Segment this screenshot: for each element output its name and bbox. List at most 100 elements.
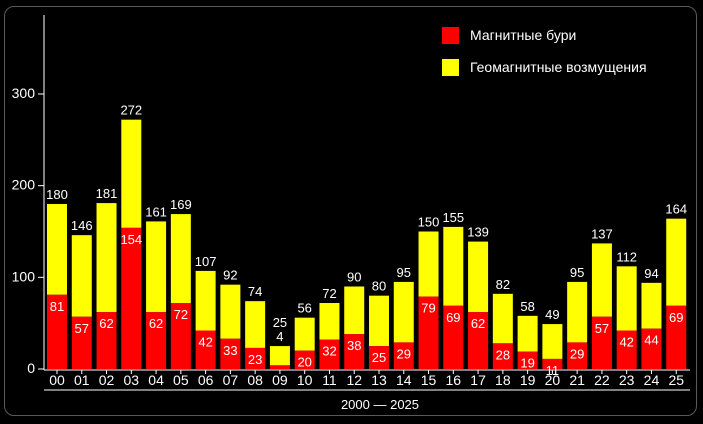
- storms-value-label: 44: [644, 333, 658, 348]
- x-tick-label: 20: [545, 372, 561, 388]
- total-label: 150: [418, 215, 440, 230]
- x-tick-label: 18: [495, 372, 511, 388]
- total-label: 74: [248, 284, 262, 299]
- bar-disturbances: [641, 282, 662, 329]
- legend-label: Геомагнитные возмущения: [470, 59, 647, 75]
- bar-disturbances: [567, 281, 588, 343]
- bar-storms: [443, 305, 464, 369]
- bar-disturbances: [146, 221, 167, 313]
- total-label: 181: [96, 186, 118, 201]
- bar-disturbances: [121, 119, 142, 228]
- bar-disturbances: [492, 293, 513, 344]
- storms-value-label: 38: [347, 338, 361, 353]
- bar-disturbances: [443, 226, 464, 306]
- x-tick-label: 04: [148, 372, 164, 388]
- bar-storms: [567, 342, 588, 369]
- bar-storms: [294, 350, 315, 369]
- bar-disturbances: [96, 203, 117, 313]
- bar-storms: [418, 296, 439, 369]
- x-tick-label: 08: [247, 372, 263, 388]
- x-tick-label: 03: [124, 372, 140, 388]
- storms-value-label: 81: [50, 299, 64, 314]
- y-tick-label: 300: [12, 85, 36, 101]
- y-tick-label: 200: [12, 177, 36, 193]
- bar-disturbances: [468, 241, 489, 313]
- bar-storms: [245, 347, 266, 369]
- y-tick-label: 100: [12, 268, 36, 284]
- storms-value-label: 4: [276, 329, 283, 344]
- storms-value-label: 29: [397, 346, 411, 361]
- total-label: 164: [665, 202, 687, 217]
- bar-storms: [344, 334, 365, 369]
- bar-disturbances: [269, 346, 290, 366]
- bar-disturbances: [245, 301, 266, 348]
- storms-value-label: 62: [149, 316, 163, 331]
- storms-value-label: 72: [174, 307, 188, 322]
- x-tick-label: 21: [569, 372, 585, 388]
- bar-disturbances: [220, 284, 241, 339]
- bar-disturbances: [517, 315, 538, 352]
- bar-storms: [542, 358, 563, 369]
- legend: Магнитные бури Геомагнитные возмущения: [442, 27, 647, 76]
- bars-area: 1808114657181622721541616216972107429233…: [46, 103, 687, 378]
- total-label: 146: [71, 218, 93, 233]
- bar-disturbances: [542, 324, 563, 359]
- x-tick-label: 11: [322, 372, 337, 388]
- bar-disturbances: [591, 243, 612, 317]
- bar-disturbances: [393, 281, 414, 343]
- x-tick-label: 23: [619, 372, 635, 388]
- x-tick-label: 13: [371, 372, 387, 388]
- bar-storms: [47, 294, 67, 369]
- x-tick-label: 12: [346, 372, 362, 388]
- total-label: 112: [616, 249, 637, 264]
- total-label: 155: [442, 210, 464, 225]
- storms-value-label: 69: [446, 310, 460, 325]
- x-tick-label: 24: [644, 372, 660, 388]
- total-label: 90: [347, 270, 361, 285]
- x-axis-title: 2000 — 2025: [341, 397, 419, 412]
- bar-storms: [641, 328, 662, 369]
- total-label: 80: [372, 279, 386, 294]
- storms-value-label: 28: [496, 347, 510, 362]
- bar-storms: [195, 330, 216, 369]
- x-tick-label: 19: [520, 372, 536, 388]
- x-tick-label: 22: [594, 372, 610, 388]
- total-label: 137: [591, 226, 613, 241]
- total-label: 180: [46, 187, 68, 202]
- bar-storms: [146, 312, 167, 369]
- total-label: 95: [397, 265, 411, 280]
- bar-storms: [468, 312, 489, 369]
- total-label: 161: [145, 204, 167, 219]
- total-label: 272: [120, 103, 142, 118]
- storms-value-label: 62: [471, 316, 485, 331]
- bar-disturbances: [616, 266, 637, 331]
- x-tick-label: 14: [396, 372, 412, 388]
- bar-disturbances: [195, 270, 216, 331]
- storms-value-label: 29: [570, 346, 584, 361]
- legend-swatch: [442, 27, 459, 44]
- bar-storms: [393, 342, 414, 369]
- bar-storms: [96, 312, 117, 369]
- total-label: 169: [170, 197, 192, 212]
- bar-disturbances: [294, 317, 315, 351]
- bar-storms: [591, 316, 612, 369]
- storms-value-label: 42: [619, 335, 633, 350]
- storms-value-label: 23: [248, 352, 262, 367]
- storms-value-label: 33: [223, 343, 237, 358]
- x-tick-label: 15: [421, 372, 437, 388]
- bar-disturbances: [666, 218, 687, 306]
- bar-storms: [319, 339, 340, 369]
- storms-value-label: 57: [75, 321, 89, 336]
- bar-storms: [492, 343, 513, 369]
- storms-value-label: 154: [120, 232, 142, 247]
- bar-storms: [269, 365, 290, 369]
- storms-value-label: 25: [372, 350, 386, 365]
- x-tick-label: 10: [297, 372, 313, 388]
- bar-disturbances: [344, 286, 365, 335]
- x-tick-label: 09: [272, 372, 288, 388]
- total-label: 94: [644, 266, 658, 281]
- storms-value-label: 62: [99, 316, 113, 331]
- storms-value-label: 69: [669, 310, 683, 325]
- x-tick-label: 01: [74, 372, 90, 388]
